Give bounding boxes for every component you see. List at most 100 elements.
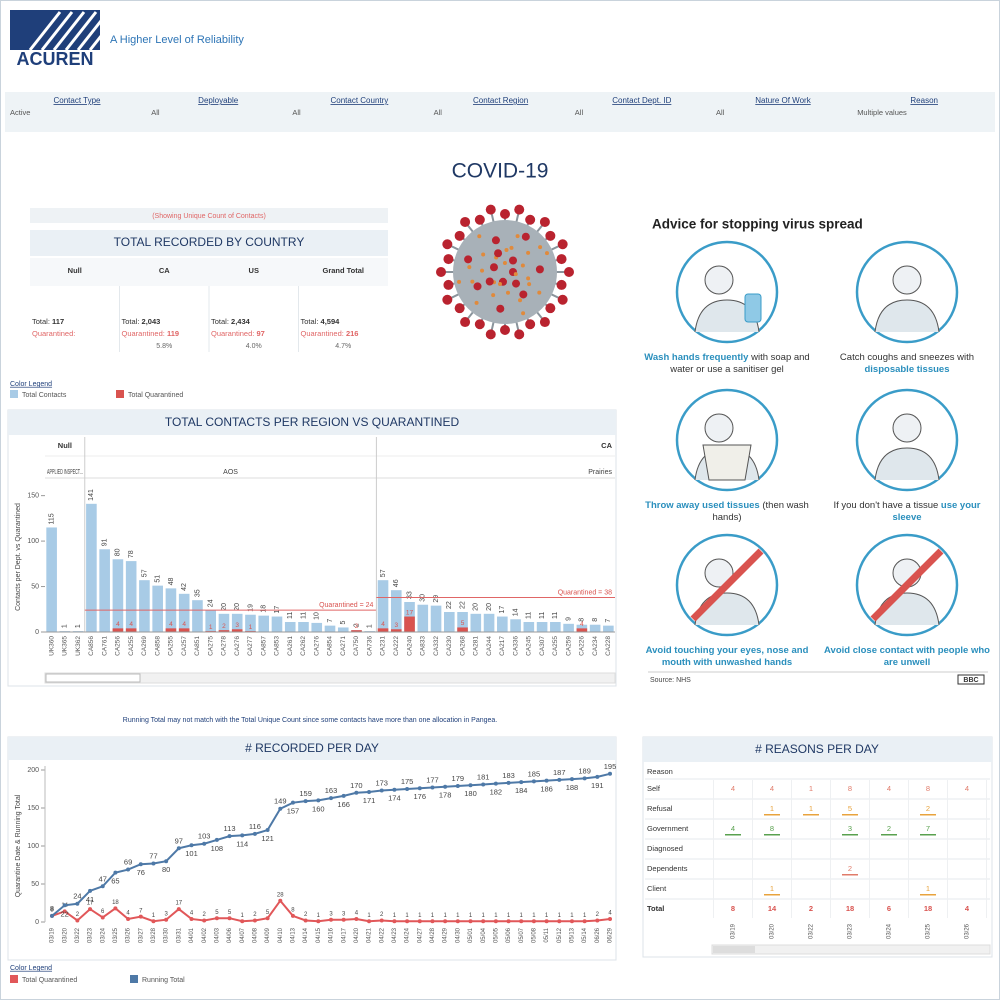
note-bar — [30, 208, 388, 223]
bar-label: 8 — [579, 618, 586, 622]
point-label: 47 — [99, 874, 107, 883]
x-tick-label: 03/31 — [176, 927, 182, 943]
bar — [152, 585, 163, 632]
legend-label: Total Quarantined — [128, 392, 183, 399]
point — [519, 780, 524, 785]
point — [341, 917, 346, 922]
row-label: Total — [647, 904, 664, 913]
bar — [178, 593, 190, 632]
caption-part: Avoid close contact with people who are … — [824, 645, 990, 668]
point-label: 163 — [325, 786, 338, 795]
point-label: 17 — [87, 901, 94, 907]
cell: 1 — [770, 884, 774, 893]
quarantine-bar — [457, 627, 468, 632]
table-note: (Showing Unique Count of Contacts) — [152, 213, 266, 220]
bar — [483, 613, 495, 632]
y-tick-label: 200 — [27, 767, 39, 774]
x-tick-label: CA226 — [579, 636, 586, 656]
point — [329, 796, 333, 801]
cell: 1 — [809, 804, 813, 813]
quarantine-label: 4 — [381, 621, 385, 628]
x-tick-label: CA231 — [380, 636, 387, 656]
panel-title-bar — [643, 737, 992, 762]
bar-label: 57 — [380, 569, 387, 577]
legend-swatch — [116, 390, 124, 398]
point — [430, 785, 435, 790]
advice-caption: Avoid close contact with people who are … — [819, 645, 995, 669]
legend-swatch — [130, 975, 138, 983]
bar — [245, 614, 256, 632]
point-label: 1 — [570, 913, 574, 919]
quarantine-bar — [178, 628, 190, 632]
point-label: 1 — [494, 913, 498, 919]
point — [62, 903, 67, 908]
x-tick-label: CA858 — [154, 636, 161, 656]
total-value: 2,434 — [231, 317, 251, 326]
point-label: 4 — [190, 911, 194, 917]
point-label: 181 — [477, 772, 490, 781]
x-tick-label: 04/29 — [443, 927, 449, 943]
virus-dot — [515, 234, 520, 239]
bar — [99, 549, 110, 632]
total-line: Total: 4,594 — [301, 317, 341, 326]
caption-part: If you don't have a tissue — [833, 500, 939, 511]
point-label: 8 — [291, 907, 295, 913]
total-label: Total: — [32, 317, 50, 326]
x-tick-label: CA261 — [287, 636, 294, 656]
point — [189, 843, 194, 848]
virus-dot — [504, 248, 509, 253]
point — [468, 919, 473, 924]
bar — [298, 622, 309, 632]
cell: 4 — [770, 784, 774, 793]
bar-label: 11 — [300, 612, 307, 619]
bar-label: 46 — [393, 579, 400, 587]
point-label: 108 — [211, 844, 224, 853]
row-label: Dependents — [647, 864, 688, 873]
cell-underline — [725, 834, 741, 836]
bar — [563, 623, 574, 632]
row-header: Reason — [647, 767, 673, 776]
virus-dot — [489, 263, 498, 272]
quarantined-label: Quarantined: — [122, 329, 165, 338]
bar-label: 51 — [155, 575, 162, 583]
legend-label: Total Contacts — [22, 392, 67, 399]
virus-spike — [557, 239, 568, 250]
bar-label: 80 — [115, 548, 122, 556]
advice-caption: Wash hands frequently with soap and wate… — [639, 352, 815, 376]
point — [75, 918, 80, 923]
x-tick-label: 03/20 — [62, 927, 68, 943]
point-label: 6 — [101, 909, 105, 915]
x-tick-label: 05/05 — [493, 927, 499, 943]
legend-title: Color Legend — [10, 381, 52, 388]
percent: 5.8% — [156, 343, 172, 350]
point-label: 8 — [50, 904, 54, 913]
x-tick-label: 05/08 — [531, 927, 537, 943]
column-label: 03/20 — [770, 923, 776, 939]
caption-part: use your sleeve — [892, 500, 981, 523]
point — [544, 778, 549, 783]
bar-label: 1 — [367, 624, 374, 628]
bar-label: 2 — [353, 623, 360, 627]
virus-dot — [470, 279, 475, 284]
x-tick-label: CA857 — [260, 636, 267, 656]
legend-swatch — [10, 390, 18, 398]
point — [138, 914, 143, 919]
bar — [271, 616, 283, 632]
logo-stripe — [64, 11, 98, 51]
virus-spike — [514, 329, 525, 340]
total-value: 4,594 — [321, 317, 341, 326]
advice-caption: Throw away used tissues (then wash hands… — [639, 500, 815, 524]
virus-spike — [500, 325, 510, 335]
bar-label: 14 — [512, 608, 519, 616]
point-label: 76 — [137, 868, 145, 877]
bar-label: 1 — [75, 624, 82, 628]
point — [202, 918, 207, 923]
quarantined-line: Quarantined: — [32, 329, 75, 338]
point — [252, 918, 257, 923]
x-tick-label: CA244 — [486, 636, 493, 656]
cell-underline — [764, 834, 780, 836]
cell: 1 — [770, 804, 774, 813]
filter-value: Multiple values — [857, 108, 907, 117]
virus-dot — [512, 279, 521, 288]
filter-value: All — [575, 108, 584, 117]
